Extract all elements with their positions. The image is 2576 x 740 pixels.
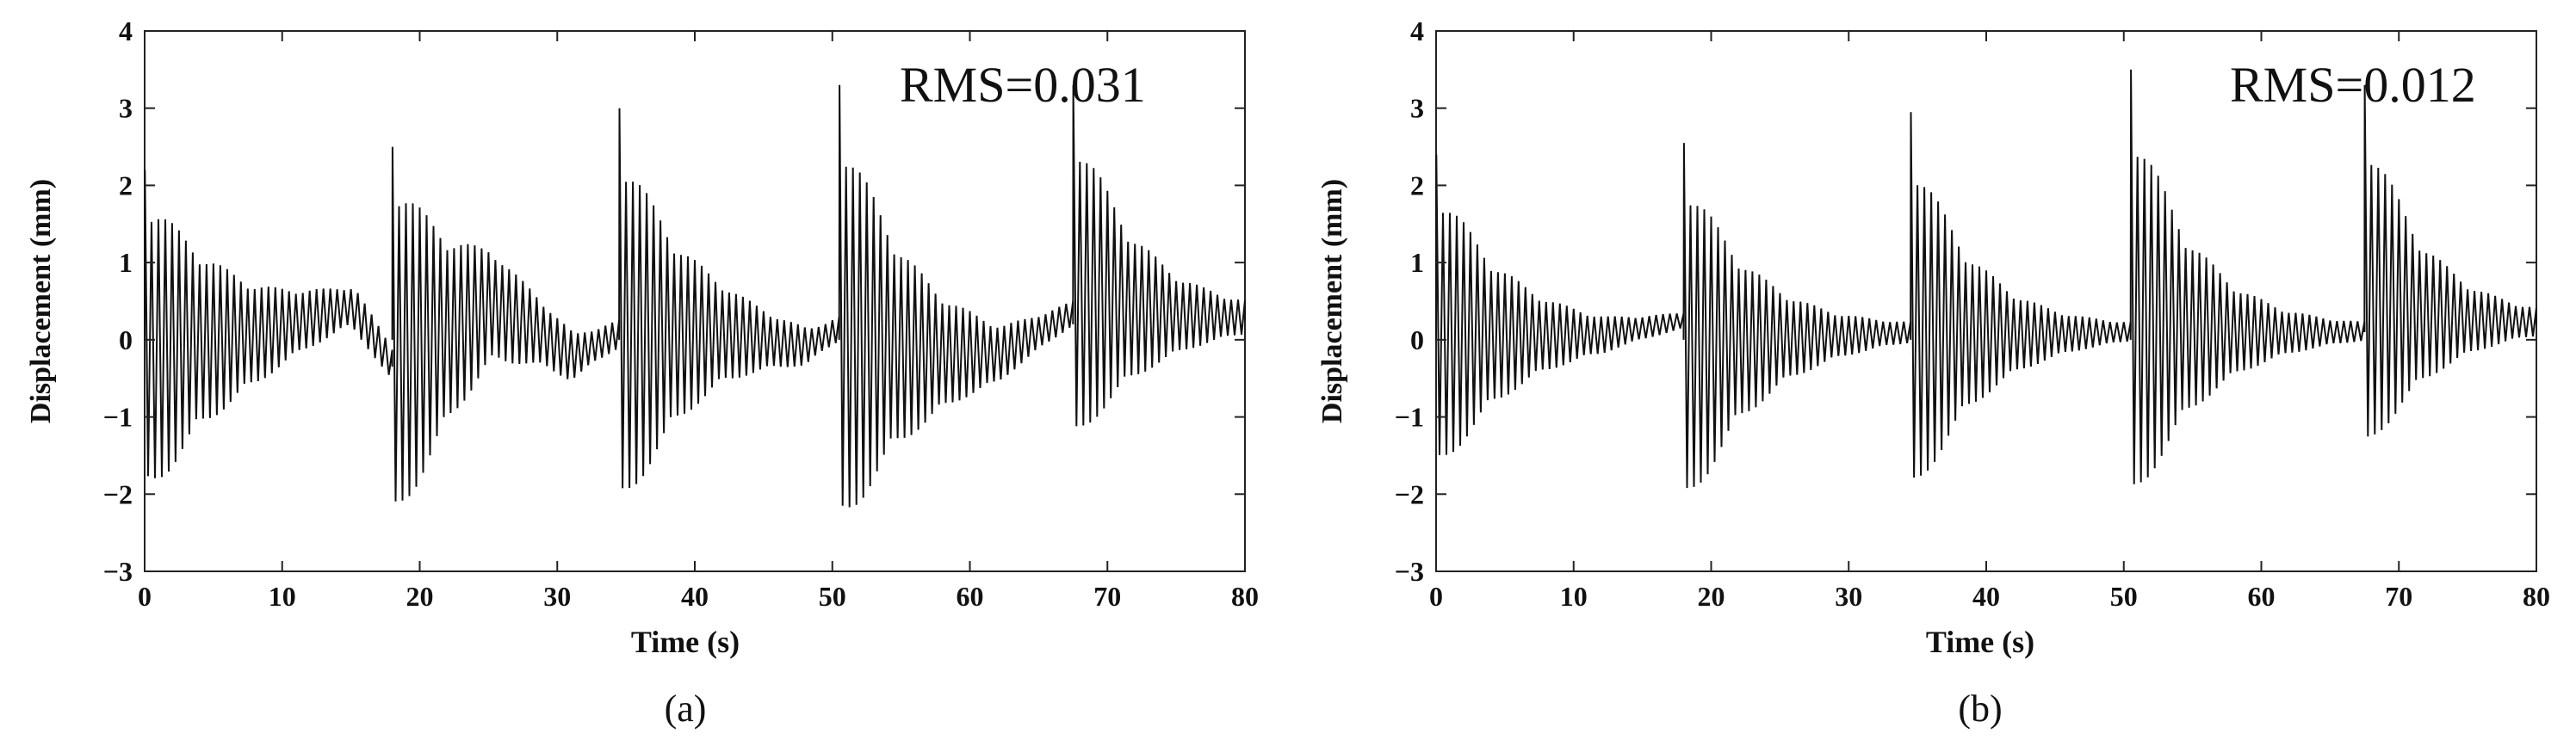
y-tick-label: 3 bbox=[1410, 93, 1424, 124]
rms-annotation-a: RMS=0.031 bbox=[900, 57, 1146, 113]
x-tick-label: 80 bbox=[2523, 581, 2550, 612]
x-tick-label: 50 bbox=[819, 581, 846, 612]
signal-segment-line bbox=[1682, 143, 1912, 489]
y-tick-label: 1 bbox=[1410, 247, 1424, 278]
panel-label-b: (b) bbox=[1958, 688, 2002, 730]
x-tick-label: 0 bbox=[138, 581, 152, 612]
signal-segment-line bbox=[1910, 112, 2132, 478]
y-tick-label: 3 bbox=[119, 93, 133, 124]
signal-segment-line bbox=[144, 170, 393, 478]
yticks-b: −3 −2 −1 0 1 2 3 4 bbox=[1395, 15, 2536, 587]
x-tick-label: 10 bbox=[269, 581, 296, 612]
signal-group-b bbox=[1435, 69, 2537, 489]
signal-segment-line bbox=[2363, 84, 2537, 437]
x-tick-label: 60 bbox=[957, 581, 984, 612]
y-axis-label-b: Displacement (mm) bbox=[1316, 179, 1348, 423]
x-tick-label: 50 bbox=[2110, 581, 2138, 612]
xticks-a: 0 10 20 30 40 50 60 70 80 bbox=[138, 31, 1259, 612]
signal-group-a bbox=[144, 84, 1246, 508]
x-tick-label: 70 bbox=[1093, 581, 1121, 612]
y-axis-label-a: Displacement (mm) bbox=[25, 179, 57, 423]
x-tick-label: 60 bbox=[2248, 581, 2276, 612]
x-tick-label: 20 bbox=[406, 581, 434, 612]
signal-segment-line bbox=[1072, 84, 1246, 427]
signal-segment-line bbox=[1435, 154, 1685, 455]
x-tick-label: 10 bbox=[1560, 581, 1588, 612]
x-tick-label: 80 bbox=[1231, 581, 1259, 612]
y-tick-label: −3 bbox=[1395, 556, 1424, 587]
panel-label-a: (a) bbox=[665, 688, 707, 730]
signal-segment-line bbox=[391, 146, 621, 502]
yticks-a: −3 −2 −1 0 1 2 3 4 bbox=[103, 15, 1245, 587]
signal-segment-line bbox=[618, 108, 840, 489]
y-tick-label: 4 bbox=[1410, 15, 1424, 46]
x-tick-label: 40 bbox=[1972, 581, 2000, 612]
signal-segment-line bbox=[2129, 69, 2366, 484]
x-tick-label: 70 bbox=[2385, 581, 2412, 612]
y-tick-label: 0 bbox=[1410, 324, 1424, 355]
signal-segment-line bbox=[838, 84, 1074, 508]
x-tick-label: 30 bbox=[1835, 581, 1862, 612]
x-tick-label: 30 bbox=[543, 581, 571, 612]
x-axis-label-b: Time (s) bbox=[1926, 625, 2034, 659]
y-tick-label: 4 bbox=[119, 15, 133, 46]
x-tick-label: 40 bbox=[681, 581, 709, 612]
x-tick-label: 20 bbox=[1698, 581, 1725, 612]
xticks-b: 0 10 20 30 40 50 60 70 80 bbox=[1429, 31, 2550, 612]
y-tick-label: −2 bbox=[103, 478, 133, 509]
y-tick-label: −1 bbox=[1395, 402, 1424, 433]
y-tick-label: 0 bbox=[119, 324, 133, 355]
y-tick-label: 1 bbox=[119, 247, 133, 278]
rms-annotation-b: RMS=0.012 bbox=[2230, 57, 2476, 113]
x-tick-label: 0 bbox=[1429, 581, 1443, 612]
y-tick-label: 2 bbox=[1410, 170, 1424, 200]
y-tick-label: −3 bbox=[103, 556, 133, 587]
y-tick-label: −1 bbox=[103, 402, 133, 433]
y-tick-label: 2 bbox=[119, 170, 133, 200]
x-axis-label-a: Time (s) bbox=[631, 625, 740, 659]
y-tick-label: −2 bbox=[1395, 478, 1424, 509]
